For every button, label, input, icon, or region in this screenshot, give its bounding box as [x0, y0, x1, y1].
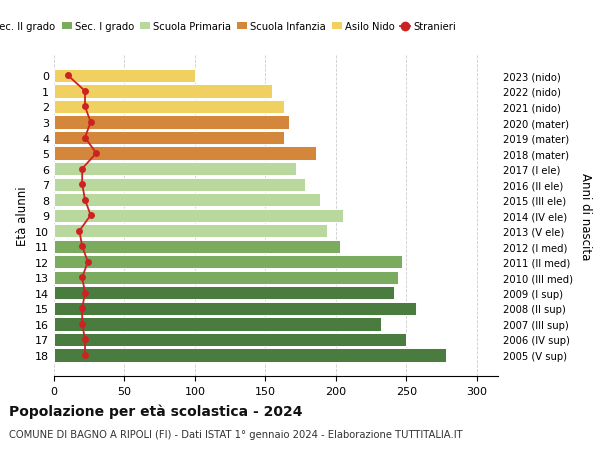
Bar	[54, 224, 328, 238]
Y-axis label: Età alunni: Età alunni	[16, 186, 29, 246]
Text: Popolazione per età scolastica - 2024: Popolazione per età scolastica - 2024	[9, 404, 302, 419]
Bar	[54, 70, 195, 83]
Legend: Sec. II grado, Sec. I grado, Scuola Primaria, Scuola Infanzia, Asilo Nido, Stran: Sec. II grado, Sec. I grado, Scuola Prim…	[0, 18, 460, 36]
Bar	[54, 256, 402, 269]
Bar	[54, 116, 289, 129]
Bar	[54, 286, 394, 300]
Bar	[54, 271, 398, 284]
Bar	[54, 209, 343, 222]
Bar	[54, 333, 406, 346]
Bar	[54, 178, 305, 191]
Bar	[54, 302, 416, 315]
Y-axis label: Anni di nascita: Anni di nascita	[580, 172, 592, 259]
Bar	[54, 318, 381, 331]
Bar	[54, 240, 340, 253]
Bar	[54, 147, 316, 160]
Bar	[54, 85, 272, 98]
Text: COMUNE DI BAGNO A RIPOLI (FI) - Dati ISTAT 1° gennaio 2024 - Elaborazione TUTTIT: COMUNE DI BAGNO A RIPOLI (FI) - Dati IST…	[9, 429, 463, 439]
Bar	[54, 194, 320, 207]
Bar	[54, 132, 284, 145]
Bar	[54, 101, 284, 114]
Bar	[54, 348, 446, 362]
Bar	[54, 162, 296, 176]
